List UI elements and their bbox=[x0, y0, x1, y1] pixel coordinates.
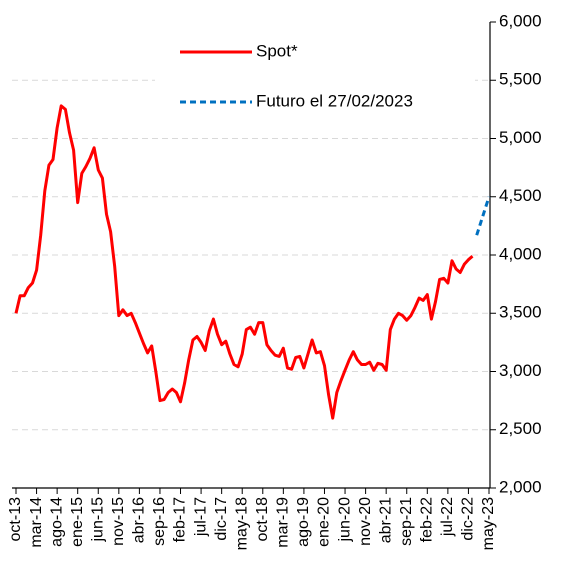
x-tick-label: jun-15 bbox=[89, 497, 106, 543]
y-tick-label: 3,000 bbox=[499, 361, 542, 380]
x-tick-label: ago-14 bbox=[48, 497, 65, 547]
series-line bbox=[475, 196, 491, 236]
y-tick-label: 4,000 bbox=[499, 244, 542, 263]
x-tick-label: sep-16 bbox=[151, 497, 168, 546]
legend-label: Futuro el 27/02/2023 bbox=[256, 91, 413, 110]
x-tick-label: jun-20 bbox=[336, 497, 353, 543]
x-tick-label: may-23 bbox=[480, 497, 497, 550]
x-tick-label: feb-17 bbox=[172, 497, 189, 542]
y-tick-label: 2,500 bbox=[499, 419, 542, 438]
x-tick-label: ene-15 bbox=[69, 497, 86, 547]
y-tick-label: 6,000 bbox=[499, 11, 542, 30]
legend-box bbox=[155, 30, 475, 120]
x-tick-label: may-18 bbox=[233, 497, 250, 550]
x-tick-label: ago-19 bbox=[295, 497, 312, 547]
x-tick-label: sep-21 bbox=[398, 497, 415, 546]
y-tick-label: 3,500 bbox=[499, 303, 542, 322]
x-tick-label: jul-22 bbox=[439, 497, 456, 537]
y-tick-label: 5,500 bbox=[499, 70, 542, 89]
x-tick-label: nov-20 bbox=[357, 497, 374, 546]
x-tick-label: abr-16 bbox=[131, 497, 148, 543]
x-tick-label: feb-22 bbox=[419, 497, 436, 542]
x-tick-label: nov-15 bbox=[110, 497, 127, 546]
y-tick-label: 4,500 bbox=[499, 186, 542, 205]
x-tick-label: abr-21 bbox=[377, 497, 394, 543]
x-tick-label: dic-22 bbox=[460, 497, 477, 541]
x-tick-label: jul-17 bbox=[192, 497, 209, 537]
y-tick-label: 5,000 bbox=[499, 128, 542, 147]
x-tick-label: oct-13 bbox=[7, 497, 24, 542]
y-tick-label: 2,000 bbox=[499, 477, 542, 496]
x-tick-label: ene-20 bbox=[316, 497, 333, 547]
legend-label: Spot* bbox=[256, 41, 298, 60]
x-tick-label: mar-19 bbox=[275, 497, 292, 548]
series-line bbox=[14, 104, 474, 420]
x-tick-label: oct-18 bbox=[254, 497, 271, 542]
x-tick-label: dic-17 bbox=[213, 497, 230, 541]
x-tick-label: mar-14 bbox=[28, 497, 45, 548]
